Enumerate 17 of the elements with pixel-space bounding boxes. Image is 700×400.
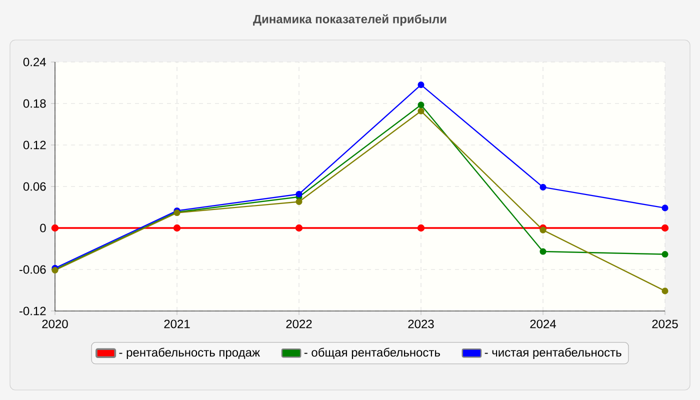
y-tick-label: 0.12 [23,140,46,150]
y-tick-label: -0.12 [19,306,46,316]
y-tick-label: 0 [40,224,46,232]
y-tick-label: 0.06 [23,182,46,191]
legend-label: - чистая рентабельность [484,348,622,360]
y-tick-label: -0.06 [19,265,46,274]
legend-label: - рентабельность продаж [119,348,260,360]
x-tick-label: 2022 [286,320,312,328]
x-tick-label: 2020 [42,320,68,328]
chart-title: Динамика показателей прибыли [253,14,446,26]
x-tick-label: 2023 [408,320,434,328]
x-tick-label: 2021 [164,320,190,328]
x-tick-label: 2024 [530,320,556,328]
legend-label: - общая рентабельность [304,348,440,360]
x-tick-label: 2025 [652,320,678,328]
y-tick-label: 0.24 [23,58,46,66]
y-tick-label: 0.18 [23,99,46,108]
